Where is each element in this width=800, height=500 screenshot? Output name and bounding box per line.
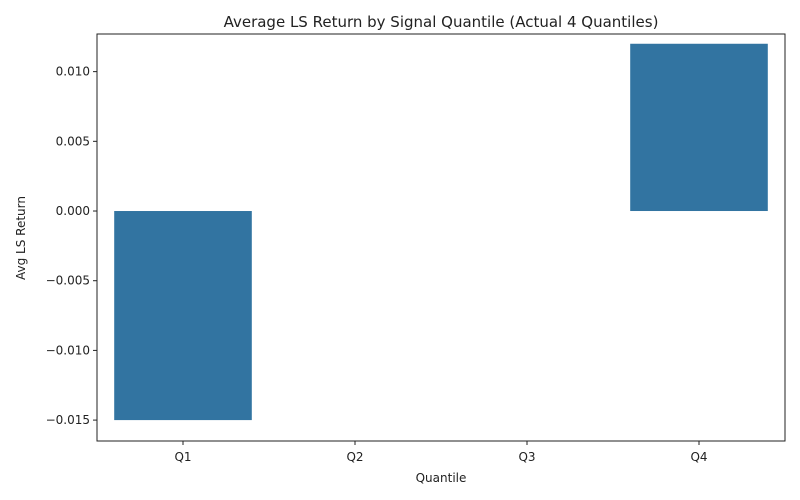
x-axis-ticks: Q1 Q2 Q3 Q4 bbox=[174, 441, 708, 464]
plot-frame bbox=[96, 33, 786, 442]
y-tick-label: −0.005 bbox=[46, 274, 90, 288]
x-axis-label: Quantile bbox=[416, 471, 467, 485]
y-tick-label: 0.000 bbox=[56, 204, 90, 218]
x-tick-label: Q1 bbox=[174, 450, 191, 464]
bars-group bbox=[114, 43, 768, 421]
y-axis-label: Avg LS Return bbox=[14, 196, 28, 280]
y-axis-ticks: −0.015 −0.010 −0.005 0.000 0.005 0.010 bbox=[46, 65, 97, 427]
x-tick-label: Q4 bbox=[690, 450, 707, 464]
bar-q1 bbox=[114, 211, 252, 421]
y-tick-label: 0.010 bbox=[56, 65, 90, 79]
y-tick-label: 0.005 bbox=[56, 134, 90, 148]
chart-title: Average LS Return by Signal Quantile (Ac… bbox=[224, 13, 659, 31]
y-tick-label: −0.015 bbox=[46, 413, 90, 427]
y-tick-label: −0.010 bbox=[46, 343, 90, 357]
bar-q4 bbox=[630, 43, 768, 212]
x-tick-label: Q3 bbox=[518, 450, 535, 464]
x-tick-label: Q2 bbox=[346, 450, 363, 464]
